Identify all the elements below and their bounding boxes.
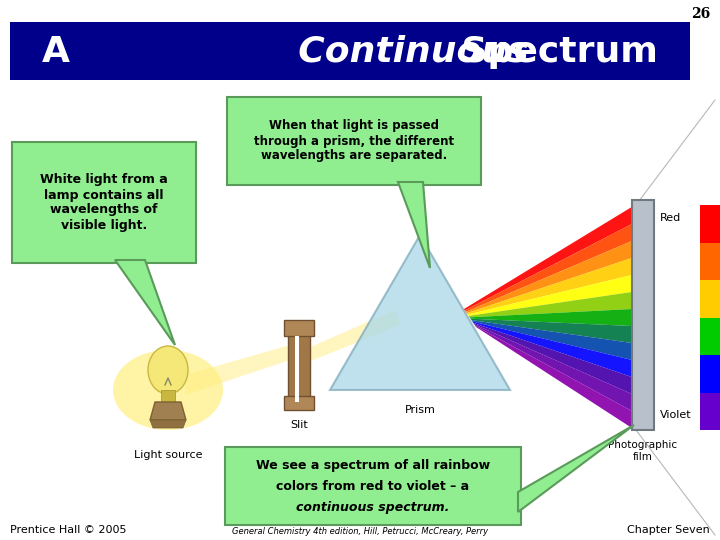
Text: Continuous: Continuous — [171, 35, 528, 69]
Text: Light source: Light source — [134, 450, 202, 460]
FancyBboxPatch shape — [700, 393, 720, 430]
Text: We see a spectrum of all rainbow: We see a spectrum of all rainbow — [256, 460, 490, 472]
Text: Prism: Prism — [405, 405, 436, 415]
Polygon shape — [472, 321, 635, 378]
Polygon shape — [475, 326, 635, 430]
Text: colors from red to violet – a: colors from red to violet – a — [276, 480, 469, 492]
FancyBboxPatch shape — [284, 396, 314, 410]
Polygon shape — [473, 323, 635, 395]
Polygon shape — [466, 240, 635, 313]
FancyBboxPatch shape — [700, 280, 720, 318]
Text: continuous spectrum.: continuous spectrum. — [297, 502, 450, 515]
Polygon shape — [299, 310, 400, 365]
Polygon shape — [150, 402, 186, 420]
Text: Slit: Slit — [290, 420, 308, 430]
Ellipse shape — [148, 346, 188, 394]
Polygon shape — [469, 309, 635, 326]
FancyBboxPatch shape — [227, 97, 481, 185]
Text: A                               Spectrum: A Spectrum — [42, 35, 658, 69]
Text: Violet: Violet — [660, 410, 692, 420]
Text: Chapter Seven: Chapter Seven — [627, 525, 710, 535]
Polygon shape — [150, 420, 186, 428]
Polygon shape — [467, 257, 635, 314]
FancyBboxPatch shape — [700, 355, 720, 393]
Polygon shape — [474, 324, 635, 413]
Polygon shape — [115, 260, 175, 345]
Text: Photographic
film: Photographic film — [608, 440, 678, 462]
Text: Red: Red — [660, 213, 681, 223]
FancyBboxPatch shape — [700, 242, 720, 280]
Polygon shape — [398, 182, 430, 268]
Polygon shape — [469, 292, 635, 318]
Polygon shape — [472, 320, 635, 361]
Polygon shape — [185, 345, 290, 395]
Text: General Chemistry 4th edition, Hill, Petrucci, McCreary, Perry: General Chemistry 4th edition, Hill, Pet… — [232, 528, 488, 537]
Ellipse shape — [113, 350, 223, 430]
FancyBboxPatch shape — [288, 332, 310, 402]
FancyBboxPatch shape — [12, 142, 196, 263]
FancyBboxPatch shape — [161, 390, 175, 402]
FancyBboxPatch shape — [295, 336, 299, 402]
FancyBboxPatch shape — [284, 320, 314, 336]
Text: When that light is passed
through a prism, the different
wavelengths are separat: When that light is passed through a pris… — [254, 119, 454, 163]
Polygon shape — [465, 222, 635, 312]
FancyBboxPatch shape — [10, 22, 690, 80]
FancyBboxPatch shape — [700, 205, 720, 242]
Polygon shape — [330, 235, 510, 390]
FancyBboxPatch shape — [700, 318, 720, 355]
FancyBboxPatch shape — [225, 447, 521, 525]
Polygon shape — [518, 425, 634, 512]
Text: White light from a
lamp contains all
wavelengths of
visible light.: White light from a lamp contains all wav… — [40, 173, 168, 232]
Text: Prentice Hall © 2005: Prentice Hall © 2005 — [10, 525, 127, 535]
Polygon shape — [470, 319, 635, 343]
Polygon shape — [468, 274, 635, 316]
FancyBboxPatch shape — [632, 200, 654, 430]
Polygon shape — [464, 205, 635, 310]
Text: 26: 26 — [690, 7, 710, 21]
